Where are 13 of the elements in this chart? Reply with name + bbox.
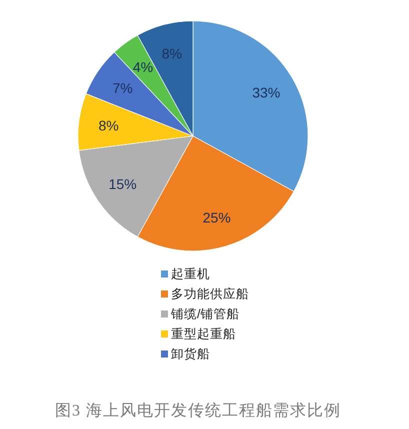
data-label: 8% <box>162 46 182 62</box>
data-label: 33% <box>252 84 280 101</box>
legend-label: 铺缆/铺管船 <box>170 307 240 321</box>
legend-label: 起重机 <box>171 267 210 281</box>
data-label: 25% <box>202 210 231 226</box>
data-label: 15% <box>108 176 137 192</box>
legend-label: 卸货船 <box>171 347 210 361</box>
legend-label: 重型起重船 <box>171 327 236 341</box>
text: 图3 海上风电开发传统工程船需求比例 <box>55 402 341 420</box>
legend-label: 多功能供应船 <box>171 286 249 301</box>
data-label: 7% <box>112 80 133 96</box>
data-label: 8% <box>98 117 119 134</box>
data-label: 4% <box>132 59 154 76</box>
